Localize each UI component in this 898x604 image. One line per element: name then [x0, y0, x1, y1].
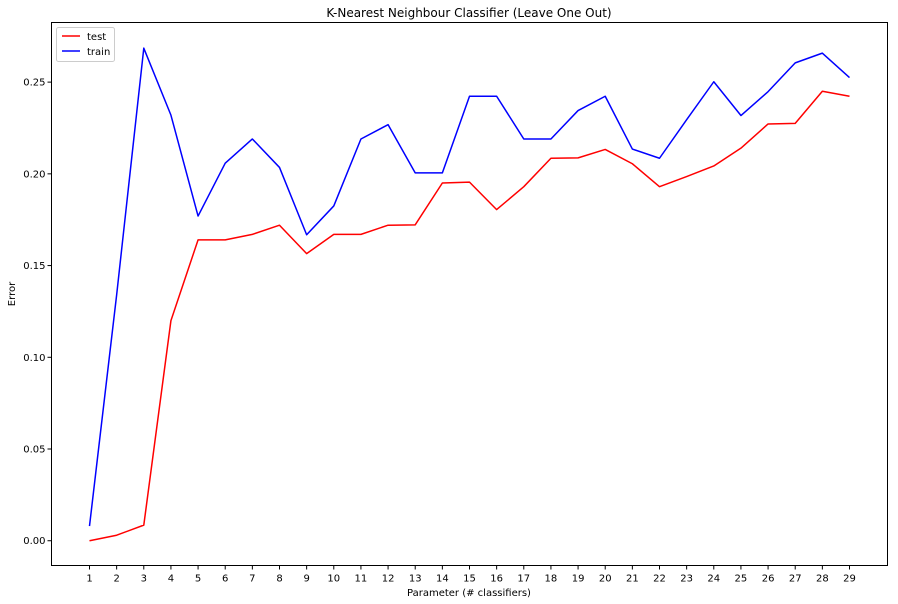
x-tick-label: 9 — [303, 574, 309, 585]
x-tick-label: 4 — [168, 574, 174, 585]
x-tick-label: 16 — [490, 574, 503, 585]
x-tick-label: 6 — [222, 574, 228, 585]
legend-label-train: train — [87, 47, 110, 58]
x-tick-label: 26 — [762, 574, 775, 585]
y-tick-label: 0.05 — [23, 445, 45, 456]
x-tick-label: 7 — [249, 574, 255, 585]
x-tick-label: 24 — [707, 574, 720, 585]
series-line-train — [88, 47, 851, 527]
x-tick-label: 19 — [572, 574, 585, 585]
y-tick-label: 0.15 — [23, 261, 45, 272]
series-line-test — [89, 90, 850, 542]
x-tick-label: 18 — [545, 574, 558, 585]
chart-title: K-Nearest Neighbour Classifier (Leave On… — [326, 6, 611, 20]
x-tick-label: 2 — [113, 574, 119, 585]
x-tick-label: 15 — [463, 574, 476, 585]
x-tick-label: 3 — [141, 574, 147, 585]
y-tick-label: 0.20 — [23, 169, 45, 180]
x-tick-label: 1 — [86, 574, 92, 585]
x-tick-label: 12 — [382, 574, 395, 585]
x-tick-label: 20 — [599, 574, 612, 585]
x-tick-label: 11 — [355, 574, 368, 585]
x-tick-label: 5 — [195, 574, 201, 585]
x-tick-label: 13 — [409, 574, 422, 585]
x-tick-label: 28 — [816, 574, 829, 585]
x-tick-label: 14 — [436, 574, 449, 585]
x-tick-label: 22 — [653, 574, 666, 585]
x-axis-title: Parameter (# classifiers) — [407, 588, 531, 599]
x-tick-label: 17 — [517, 574, 530, 585]
x-tick-label: 25 — [735, 574, 748, 585]
x-axis: 1 2 3 4 5 6 7 8 9 10 11 12 13 14 15 16 17 18 19 20 21 22 23 24 2… — [86, 565, 856, 585]
legend-label-test: test — [87, 32, 106, 43]
legend: test train — [56, 27, 115, 62]
series-layer — [88, 47, 851, 542]
x-tick-label: 23 — [680, 574, 693, 585]
x-tick-label: 29 — [843, 574, 856, 585]
x-tick-label: 10 — [327, 574, 340, 585]
plot-frame — [51, 22, 888, 566]
y-tick-label: 0.00 — [23, 536, 45, 547]
y-axis: 0.00 0.05 0.10 0.15 0.20 0.25 — [23, 78, 52, 547]
x-tick-label: 27 — [789, 574, 802, 585]
y-tick-label: 0.25 — [23, 78, 45, 89]
y-tick-label: 0.10 — [23, 353, 45, 364]
y-axis-title: Error — [7, 281, 18, 306]
x-tick-label: 8 — [276, 574, 282, 585]
x-tick-label: 21 — [626, 574, 639, 585]
